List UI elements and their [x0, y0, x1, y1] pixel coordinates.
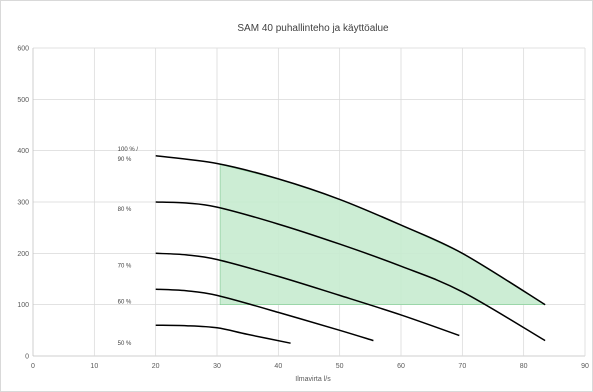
y-tick-label: 400: [17, 148, 29, 155]
x-tick-label: 0: [31, 363, 35, 370]
series-line: [155, 252, 460, 337]
x-axis-label: Ilmavirta l/s: [295, 376, 331, 383]
y-tick-label: 600: [17, 46, 29, 53]
x-tick-label: 60: [397, 363, 405, 370]
y-tick-label: 100: [17, 302, 29, 309]
series-line: [155, 288, 374, 342]
y-tick-label: 300: [17, 200, 29, 207]
series-label: 80 %: [118, 207, 132, 213]
y-tick-label: 200: [17, 251, 29, 258]
series-label: 100 % /: [118, 147, 139, 153]
x-tick-label: 50: [336, 363, 344, 370]
series-label: 60 %: [118, 299, 132, 305]
curve-labels: 100 % / 90 % 80 % 70 % 60 % 50 %: [118, 147, 139, 347]
x-tick-label: 30: [213, 363, 221, 370]
chart-title: SAM 40 puhallinteho ja käyttöalue: [237, 23, 389, 34]
series-layer: [155, 155, 546, 344]
x-tick-label: 20: [152, 363, 160, 370]
grid: [32, 47, 586, 357]
series-line: [155, 201, 546, 342]
tick-labels: 0 100 200 300 400 500 600 0 10 20 30 40 50 60 70 80 90: [17, 46, 589, 371]
x-tick-label: 80: [520, 363, 528, 370]
series-label: 90 %: [118, 157, 132, 163]
series-line: [155, 324, 291, 344]
series-line: [155, 155, 546, 306]
y-tick-label: 0: [25, 354, 29, 361]
x-tick-label: 90: [581, 363, 589, 370]
x-tick-label: 40: [274, 363, 282, 370]
x-tick-label: 10: [90, 363, 98, 370]
x-tick-label: 70: [458, 363, 466, 370]
y-tick-label: 500: [17, 97, 29, 104]
series-label: 50 %: [118, 341, 132, 347]
series-label: 70 %: [118, 263, 132, 269]
